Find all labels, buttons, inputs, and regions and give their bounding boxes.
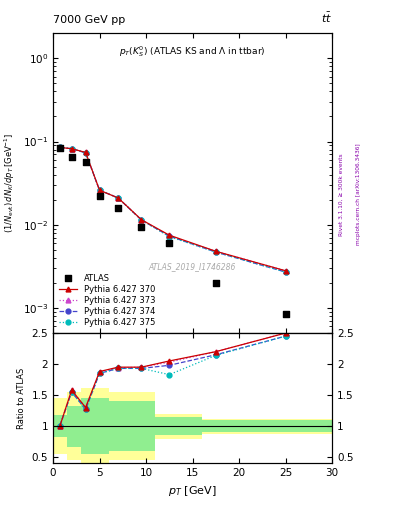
Pythia 6.427 374 bbox=[139, 217, 144, 223]
Pythia 6.427 375 bbox=[58, 144, 62, 150]
Text: mcplots.cern.ch [arXiv:1306.3436]: mcplots.cern.ch [arXiv:1306.3436] bbox=[356, 144, 361, 245]
Pythia 6.427 375 bbox=[97, 187, 102, 194]
Pythia 6.427 370 bbox=[58, 144, 62, 151]
Pythia 6.427 374 bbox=[283, 269, 288, 275]
Pythia 6.427 370 bbox=[167, 232, 172, 238]
Pythia 6.427 373 bbox=[97, 187, 102, 194]
Pythia 6.427 375 bbox=[69, 145, 74, 152]
Pythia 6.427 375 bbox=[283, 269, 288, 275]
Pythia 6.427 375 bbox=[83, 150, 88, 156]
ATLAS bbox=[83, 158, 89, 166]
Y-axis label: Ratio to ATLAS: Ratio to ATLAS bbox=[17, 368, 26, 429]
Line: Pythia 6.427 374: Pythia 6.427 374 bbox=[58, 145, 288, 274]
Pythia 6.427 373 bbox=[58, 144, 62, 151]
ATLAS bbox=[68, 153, 75, 161]
Pythia 6.427 374 bbox=[97, 187, 102, 194]
Pythia 6.427 370 bbox=[213, 248, 218, 254]
Pythia 6.427 370 bbox=[69, 145, 74, 152]
Text: Rivet 3.1.10, ≥ 300k events: Rivet 3.1.10, ≥ 300k events bbox=[339, 153, 344, 236]
Pythia 6.427 375 bbox=[213, 249, 218, 255]
Pythia 6.427 374 bbox=[83, 150, 88, 156]
Pythia 6.427 374 bbox=[58, 144, 62, 151]
Legend: ATLAS, Pythia 6.427 370, Pythia 6.427 373, Pythia 6.427 374, Pythia 6.427 375: ATLAS, Pythia 6.427 370, Pythia 6.427 37… bbox=[57, 272, 157, 329]
Pythia 6.427 374 bbox=[116, 195, 121, 201]
Y-axis label: $(1/N_\mathrm{evt})\,dN_K/dp_T\,[\mathrm{GeV}^{-1}]$: $(1/N_\mathrm{evt})\,dN_K/dp_T\,[\mathrm… bbox=[3, 133, 17, 233]
Pythia 6.427 373 bbox=[139, 217, 144, 223]
ATLAS bbox=[115, 204, 121, 212]
Pythia 6.427 373 bbox=[213, 248, 218, 254]
Text: 7000 GeV pp: 7000 GeV pp bbox=[53, 14, 125, 25]
Text: $t\bar{t}$: $t\bar{t}$ bbox=[321, 10, 332, 25]
Pythia 6.427 374 bbox=[69, 145, 74, 152]
Pythia 6.427 373 bbox=[116, 195, 121, 201]
Pythia 6.427 373 bbox=[283, 268, 288, 274]
Pythia 6.427 373 bbox=[83, 150, 88, 156]
Line: Pythia 6.427 373: Pythia 6.427 373 bbox=[58, 145, 288, 273]
ATLAS bbox=[166, 239, 173, 247]
Pythia 6.427 370 bbox=[116, 195, 121, 201]
Pythia 6.427 373 bbox=[167, 233, 172, 239]
Pythia 6.427 373 bbox=[69, 145, 74, 152]
Pythia 6.427 370 bbox=[139, 217, 144, 223]
Pythia 6.427 374 bbox=[167, 233, 172, 239]
Pythia 6.427 374 bbox=[213, 249, 218, 255]
Line: Pythia 6.427 370: Pythia 6.427 370 bbox=[58, 145, 288, 273]
Text: $p_T(K^0_S)$ (ATLAS KS and $\Lambda$ in ttbar): $p_T(K^0_S)$ (ATLAS KS and $\Lambda$ in … bbox=[119, 44, 266, 59]
Pythia 6.427 375 bbox=[116, 195, 121, 201]
X-axis label: $p_T$ [GeV]: $p_T$ [GeV] bbox=[168, 484, 217, 498]
ATLAS bbox=[213, 279, 219, 287]
Pythia 6.427 370 bbox=[83, 150, 88, 156]
Text: ATLAS_2019_I1746286: ATLAS_2019_I1746286 bbox=[149, 263, 236, 271]
Pythia 6.427 375 bbox=[139, 217, 144, 223]
Pythia 6.427 370 bbox=[97, 187, 102, 194]
Pythia 6.427 370 bbox=[283, 268, 288, 274]
Line: Pythia 6.427 375: Pythia 6.427 375 bbox=[58, 144, 288, 274]
ATLAS bbox=[138, 223, 145, 231]
ATLAS bbox=[283, 310, 289, 318]
Pythia 6.427 375 bbox=[167, 233, 172, 240]
ATLAS bbox=[96, 192, 103, 200]
ATLAS bbox=[57, 144, 63, 153]
